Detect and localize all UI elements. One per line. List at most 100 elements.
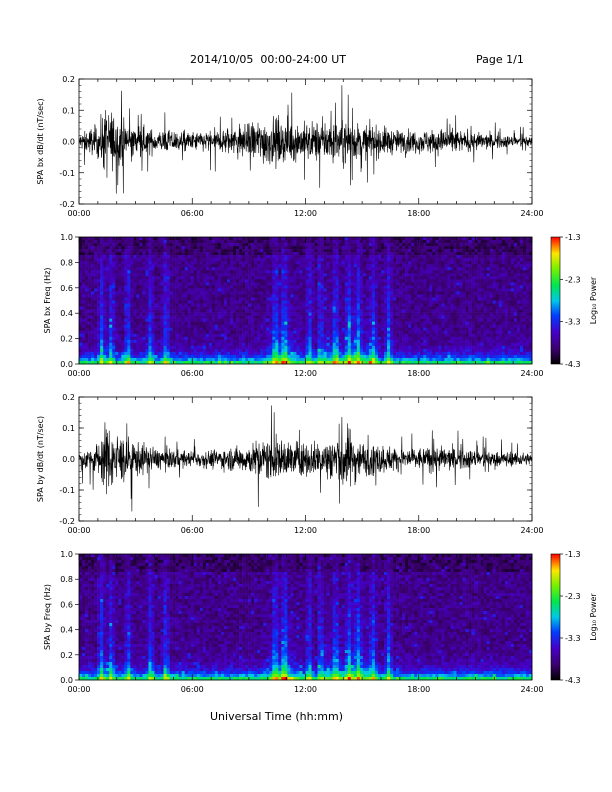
- spectrogram-cell: [112, 279, 116, 283]
- spectrogram-cell: [420, 270, 424, 274]
- spectrogram-cell: [97, 318, 101, 322]
- spectrogram-cell: [145, 333, 149, 338]
- spectrogram-cell: [393, 333, 397, 338]
- spectrogram-cell: [163, 324, 167, 329]
- page-title: 2014/10/05 00:00-24:00 UT: [190, 53, 347, 66]
- spectrogram-cell: [396, 273, 400, 277]
- spectrogram-cell: [278, 246, 282, 250]
- spectrogram-cell: [275, 252, 279, 256]
- spectrogram-cell: [236, 348, 240, 353]
- spectrogram-cell: [175, 345, 179, 350]
- spectrogram-cell: [109, 354, 113, 359]
- spectrogram-cell: [374, 252, 379, 256]
- spectrogram-cell: [284, 336, 288, 341]
- spectrogram-cell: [211, 267, 216, 271]
- spectrogram-cell: [335, 339, 340, 344]
- spectrogram-cell: [251, 309, 255, 313]
- spectrogram-cell: [236, 252, 240, 256]
- spectrogram-cell: [217, 348, 222, 353]
- spectrogram-cell: [411, 318, 415, 322]
- spectrogram-cell: [405, 306, 409, 310]
- spectrogram-cell: [317, 354, 321, 359]
- spectrogram-cell: [426, 261, 430, 265]
- spectrogram-cell: [79, 282, 83, 286]
- spectrogram-cell: [326, 273, 330, 277]
- spectrogram-cell: [341, 285, 346, 289]
- spectrogram-cell: [184, 276, 189, 280]
- spectrogram-cell: [163, 300, 167, 304]
- spectrogram-cell: [362, 321, 367, 325]
- spectrogram-cell: [139, 306, 143, 310]
- spectrogram-cell: [148, 246, 152, 250]
- spectrogram-cell: [214, 294, 219, 298]
- spectrogram-cell: [178, 336, 182, 341]
- spectrogram-cell: [356, 330, 361, 335]
- spectrogram-cell: [423, 330, 427, 335]
- spectrogram-cell: [181, 360, 185, 365]
- spectrogram-cell: [193, 288, 198, 292]
- spectrogram-cell: [263, 348, 267, 353]
- spectrogram-cell: [169, 264, 173, 268]
- spectrogram-cell: [341, 243, 346, 247]
- spectrogram-cell: [106, 243, 110, 247]
- spectrogram-cell: [239, 279, 243, 283]
- spectrogram-cell: [278, 336, 282, 341]
- spectrogram-cell: [266, 354, 270, 359]
- spectrogram-cell: [109, 321, 113, 325]
- spectrogram-cell: [220, 345, 225, 350]
- spectrogram-cell: [236, 246, 240, 250]
- spectrogram-cell: [332, 309, 336, 313]
- spectrogram-cell: [278, 333, 282, 338]
- spectrogram-cell: [199, 261, 204, 265]
- spectrogram-cell: [287, 360, 291, 365]
- spectrogram-cell: [287, 282, 291, 286]
- spectrogram-cell: [85, 261, 89, 265]
- spectrogram-cell: [317, 333, 321, 338]
- spectrogram-cell: [236, 324, 240, 329]
- spectrogram-cell: [211, 279, 216, 283]
- spectrogram-cell: [314, 327, 318, 332]
- spectrogram-cell: [142, 261, 146, 265]
- spectrogram-cell: [112, 273, 116, 277]
- spectrogram-cell: [145, 285, 149, 289]
- spectrogram-cell: [193, 279, 198, 283]
- spectrogram-cell: [278, 324, 282, 329]
- spectrogram-cell: [302, 315, 306, 319]
- spectrogram-cell: [266, 321, 270, 325]
- spectrogram-cell: [127, 309, 131, 313]
- spectrogram-cell: [145, 288, 149, 292]
- spectrogram-cell: [254, 324, 258, 329]
- spectrogram-cell: [344, 303, 349, 307]
- spectrogram-cell: [85, 309, 89, 313]
- spectrogram-cell: [311, 357, 315, 362]
- spectrogram-cell: [142, 330, 146, 335]
- spectrogram-cell: [121, 282, 125, 286]
- spectrogram-cell: [287, 267, 291, 271]
- spectrogram-cell: [85, 312, 89, 316]
- spectrogram-cell: [420, 252, 424, 256]
- spectrogram-cell: [169, 327, 173, 332]
- spectrogram-cell: [296, 291, 300, 295]
- spectrogram-cell: [341, 276, 346, 280]
- spectrogram-cell: [390, 354, 394, 359]
- spectrogram-cell: [175, 360, 179, 365]
- spectrogram-cell: [245, 267, 249, 271]
- spectrogram-cell: [91, 342, 95, 347]
- spectrogram-cell: [193, 360, 198, 365]
- spectrogram-cell: [278, 345, 282, 350]
- spectrogram-cell: [202, 315, 207, 319]
- spectrogram-cell: [205, 330, 210, 335]
- spectrogram-cell: [402, 237, 406, 241]
- spectrogram-cell: [181, 237, 185, 241]
- spectrogram-cell: [414, 345, 418, 350]
- spectrogram-cell: [350, 252, 355, 256]
- spectrogram-cell: [230, 276, 234, 280]
- spectrogram-cell: [133, 336, 137, 341]
- spectrogram-cell: [414, 276, 418, 280]
- spectrogram-cell: [365, 339, 370, 344]
- spectrogram-cell: [136, 267, 140, 271]
- spectrogram-cell: [100, 255, 104, 259]
- spectrogram-cell: [344, 309, 349, 313]
- spectrogram-cell: [335, 243, 340, 247]
- spectrogram-cell: [230, 285, 234, 289]
